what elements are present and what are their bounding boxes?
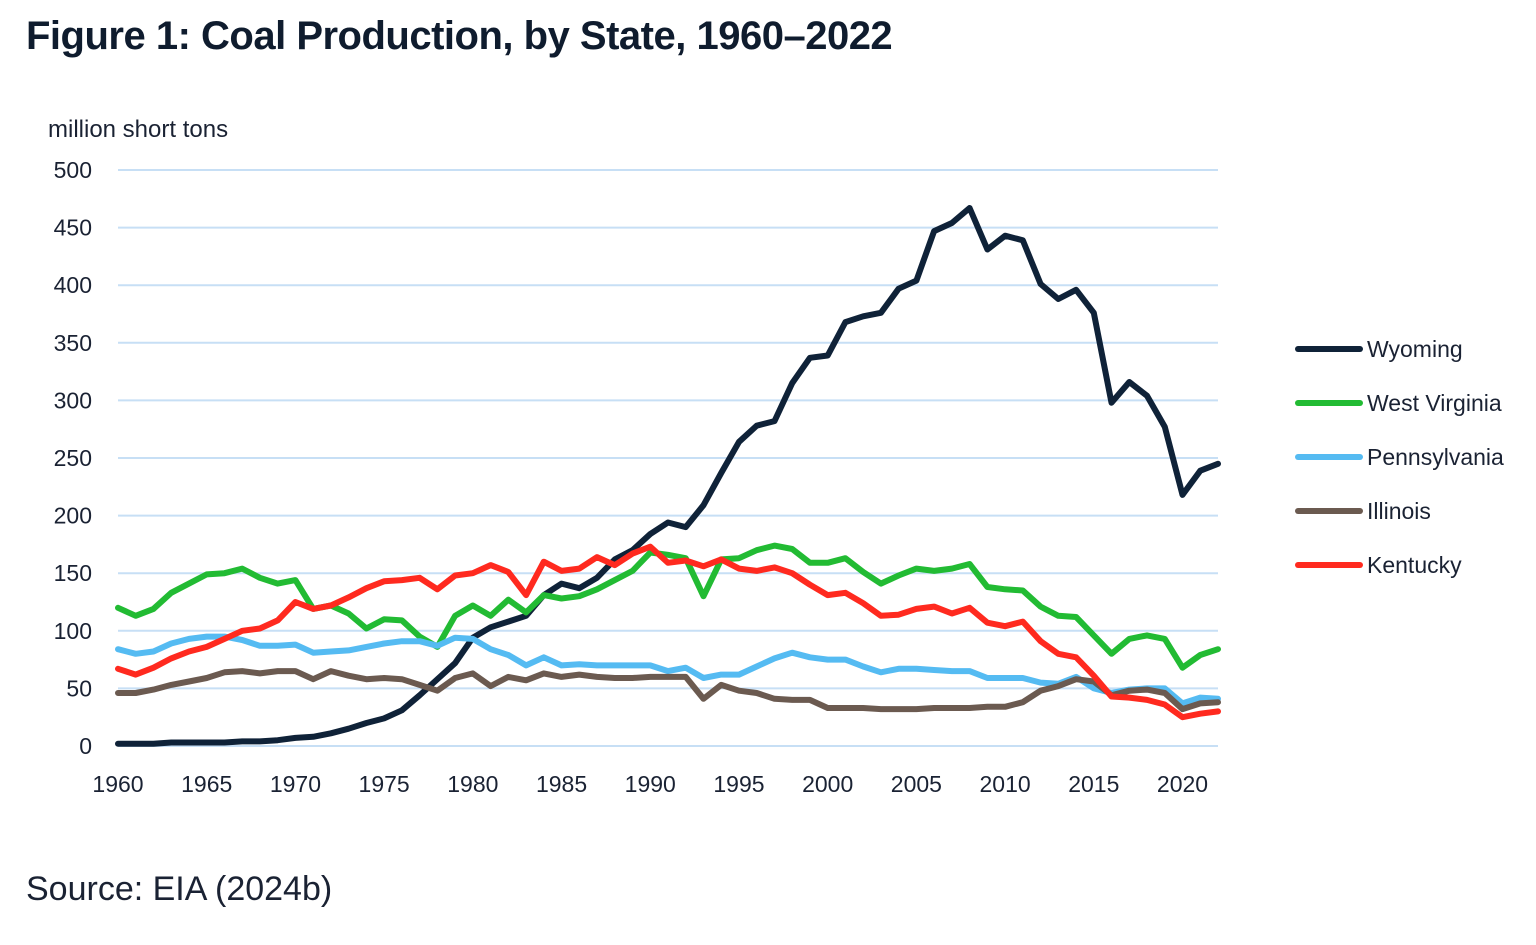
legend-label-kentucky: Kentucky xyxy=(1367,552,1462,578)
figure-title: Figure 1: Coal Production, by State, 196… xyxy=(26,14,893,58)
x-tick-label: 1985 xyxy=(536,771,587,797)
x-tick-label: 2010 xyxy=(980,771,1031,797)
legend: Wyoming West Virginia Pennsylvania Illinois… xyxy=(1295,336,1504,578)
x-tick-label: 2020 xyxy=(1157,771,1208,797)
x-tick-label: 1970 xyxy=(270,771,321,797)
y-tick-label: 350 xyxy=(54,330,92,356)
y-tick-label: 0 xyxy=(79,733,92,759)
y-tick-label: 150 xyxy=(54,560,92,586)
y-tick-label: 250 xyxy=(54,445,92,471)
y-tick-label: 200 xyxy=(54,503,92,529)
series-line-kentucky xyxy=(115,543,1221,721)
x-tick-label: 1980 xyxy=(447,771,498,797)
series-line-pennsylvania xyxy=(115,633,1221,707)
y-axis-label: million short tons xyxy=(48,116,229,143)
series-lines xyxy=(115,205,1221,747)
legend-label-wyoming: Wyoming xyxy=(1367,336,1463,362)
legend-label-illinois: Illinois xyxy=(1367,498,1431,524)
x-tick-label: 1975 xyxy=(359,771,410,797)
series-line-wyoming xyxy=(115,205,1221,747)
x-axis-ticks: 1960 1965 1970 1975 1980 1985 1990 1995 2000 2005… xyxy=(92,771,1208,797)
series-line-illinois xyxy=(115,668,1221,713)
y-tick-label: 100 xyxy=(54,618,92,644)
x-tick-label: 1960 xyxy=(92,771,143,797)
x-tick-label: 2000 xyxy=(802,771,853,797)
legend-label-west-virginia: West Virginia xyxy=(1367,390,1502,416)
y-axis-ticks: 0 50 100 150 200 250 300 350 400 450 500 xyxy=(54,157,92,759)
y-tick-label: 300 xyxy=(54,387,92,413)
x-tick-label: 1995 xyxy=(713,771,764,797)
legend-label-pennsylvania: Pennsylvania xyxy=(1367,444,1504,470)
y-tick-label: 450 xyxy=(54,215,92,241)
x-tick-label: 2005 xyxy=(891,771,942,797)
x-tick-label: 1990 xyxy=(625,771,676,797)
gridlines xyxy=(118,169,1218,747)
series-line-west-virginia xyxy=(115,542,1221,671)
x-tick-label: 1965 xyxy=(181,771,232,797)
x-tick-label: 2015 xyxy=(1068,771,1119,797)
y-tick-label: 50 xyxy=(66,675,92,701)
y-tick-label: 400 xyxy=(54,272,92,298)
y-tick-label: 500 xyxy=(54,157,92,183)
source-note: Source: EIA (2024b) xyxy=(26,870,333,908)
